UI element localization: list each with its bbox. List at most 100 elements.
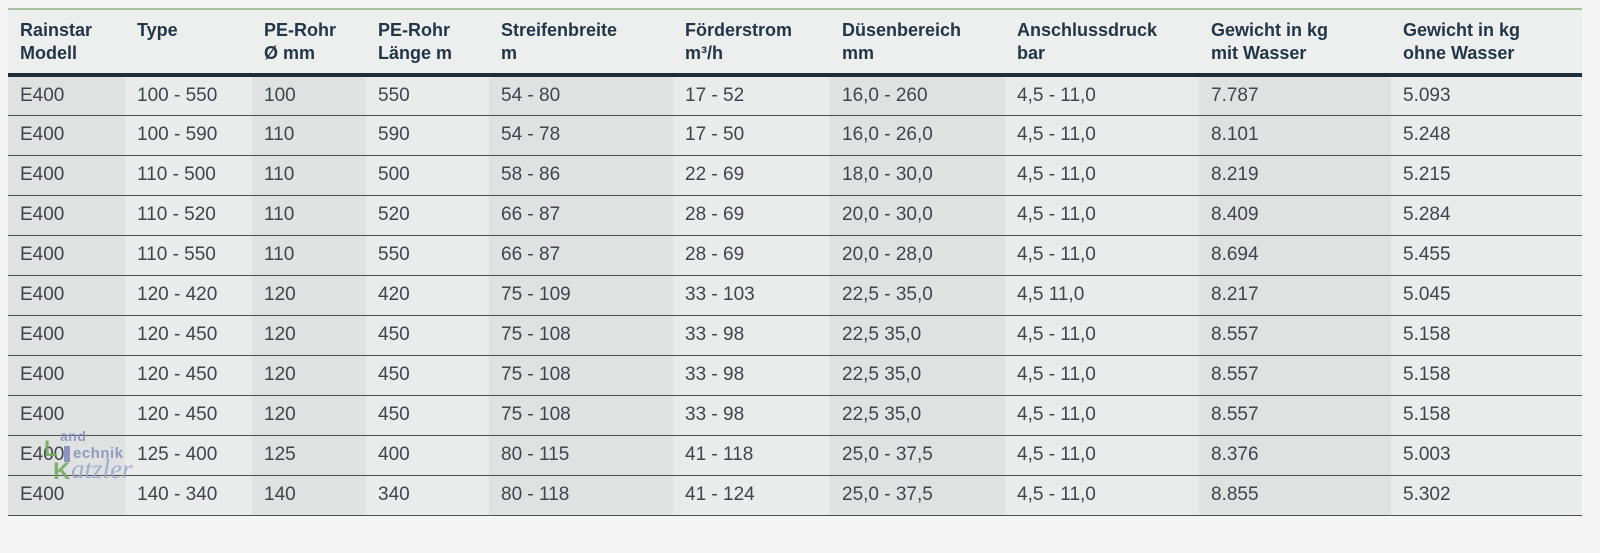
table-row: E400 125 - 400 125 400 80 - 115 41 - 118 25,0 … xyxy=(8,435,1582,475)
cell-modell: E400 xyxy=(8,395,125,435)
cell-anschlussdruck: 4,5 - 11,0 xyxy=(1005,75,1199,115)
table-row: E400 110 - 500 110 500 58 - 86 22 - 69 18,0 - … xyxy=(8,155,1582,195)
cell-streifenbreite: 80 - 115 xyxy=(489,435,673,475)
cell-gewicht-mit: 7.787 xyxy=(1199,75,1391,115)
cell-pe-rohr-laenge: 500 xyxy=(366,155,489,195)
cell-anschlussdruck: 4,5 - 11,0 xyxy=(1005,115,1199,155)
cell-duesenbereich: 22,5 - 35,0 xyxy=(830,275,1005,315)
cell-pe-rohr-mm: 125 xyxy=(252,435,366,475)
cell-pe-rohr-mm: 140 xyxy=(252,475,366,515)
cell-duesenbereich: 20,0 - 30,0 xyxy=(830,195,1005,235)
col-header-foerderstrom: Förderstrom m³/h xyxy=(673,9,830,75)
cell-modell: E400 xyxy=(8,75,125,115)
cell-modell: E400 xyxy=(8,155,125,195)
cell-pe-rohr-laenge: 550 xyxy=(366,75,489,115)
cell-anschlussdruck: 4,5 - 11,0 xyxy=(1005,195,1199,235)
cell-gewicht-ohne: 5.158 xyxy=(1391,315,1582,355)
table-row: E400 100 - 590 110 590 54 - 78 17 - 50 16,0 - … xyxy=(8,115,1582,155)
cell-duesenbereich: 25,0 - 37,5 xyxy=(830,435,1005,475)
cell-streifenbreite: 75 - 108 xyxy=(489,315,673,355)
cell-modell: E400 xyxy=(8,435,125,475)
cell-modell: E400 xyxy=(8,235,125,275)
cell-pe-rohr-mm: 120 xyxy=(252,275,366,315)
cell-pe-rohr-laenge: 400 xyxy=(366,435,489,475)
cell-streifenbreite: 58 - 86 xyxy=(489,155,673,195)
cell-pe-rohr-laenge: 550 xyxy=(366,235,489,275)
col-header-pe-rohr-durchmesser: PE-Rohr Ø mm xyxy=(252,9,366,75)
cell-modell: E400 xyxy=(8,275,125,315)
cell-type: 110 - 520 xyxy=(125,195,252,235)
cell-pe-rohr-laenge: 420 xyxy=(366,275,489,315)
cell-gewicht-mit: 8.557 xyxy=(1199,395,1391,435)
rainstar-spec-table: Rainstar Modell Type PE-Rohr Ø mm PE-Rohr L… xyxy=(8,8,1582,516)
cell-pe-rohr-laenge: 450 xyxy=(366,315,489,355)
cell-foerderstrom: 41 - 124 xyxy=(673,475,830,515)
cell-foerderstrom: 33 - 98 xyxy=(673,355,830,395)
cell-duesenbereich: 20,0 - 28,0 xyxy=(830,235,1005,275)
cell-foerderstrom: 22 - 69 xyxy=(673,155,830,195)
cell-type: 140 - 340 xyxy=(125,475,252,515)
cell-gewicht-mit: 8.217 xyxy=(1199,275,1391,315)
cell-pe-rohr-laenge: 450 xyxy=(366,355,489,395)
table-row: E400 120 - 450 120 450 75 - 108 33 - 98 22,5 3… xyxy=(8,355,1582,395)
col-header-anschlussdruck: Anschlussdruck bar xyxy=(1005,9,1199,75)
table-row: E400 110 - 520 110 520 66 - 87 28 - 69 20,0 - … xyxy=(8,195,1582,235)
cell-modell: E400 xyxy=(8,195,125,235)
cell-streifenbreite: 75 - 108 xyxy=(489,395,673,435)
cell-pe-rohr-mm: 110 xyxy=(252,195,366,235)
cell-gewicht-ohne: 5.302 xyxy=(1391,475,1582,515)
cell-gewicht-ohne: 5.093 xyxy=(1391,75,1582,115)
cell-foerderstrom: 33 - 103 xyxy=(673,275,830,315)
cell-pe-rohr-mm: 120 xyxy=(252,315,366,355)
cell-modell: E400 xyxy=(8,115,125,155)
cell-streifenbreite: 80 - 118 xyxy=(489,475,673,515)
cell-anschlussdruck: 4,5 - 11,0 xyxy=(1005,395,1199,435)
cell-type: 100 - 590 xyxy=(125,115,252,155)
col-header-rainstar-modell: Rainstar Modell xyxy=(8,9,125,75)
cell-gewicht-mit: 8.101 xyxy=(1199,115,1391,155)
cell-foerderstrom: 33 - 98 xyxy=(673,395,830,435)
cell-streifenbreite: 54 - 80 xyxy=(489,75,673,115)
cell-modell: E400 xyxy=(8,355,125,395)
cell-modell: E400 xyxy=(8,475,125,515)
cell-gewicht-ohne: 5.248 xyxy=(1391,115,1582,155)
cell-gewicht-ohne: 5.215 xyxy=(1391,155,1582,195)
cell-gewicht-mit: 8.219 xyxy=(1199,155,1391,195)
cell-foerderstrom: 41 - 118 xyxy=(673,435,830,475)
cell-type: 120 - 420 xyxy=(125,275,252,315)
col-header-pe-rohr-laenge: PE-Rohr Länge m xyxy=(366,9,489,75)
cell-duesenbereich: 16,0 - 260 xyxy=(830,75,1005,115)
cell-gewicht-mit: 8.557 xyxy=(1199,355,1391,395)
cell-pe-rohr-mm: 100 xyxy=(252,75,366,115)
cell-type: 125 - 400 xyxy=(125,435,252,475)
table-row: E400 120 - 420 120 420 75 - 109 33 - 103 22,5 … xyxy=(8,275,1582,315)
col-header-type: Type xyxy=(125,9,252,75)
cell-type: 100 - 550 xyxy=(125,75,252,115)
cell-duesenbereich: 25,0 - 37,5 xyxy=(830,475,1005,515)
table-body: E400 100 - 550 100 550 54 - 80 17 - 52 16,0 - … xyxy=(8,75,1582,515)
cell-duesenbereich: 22,5 35,0 xyxy=(830,395,1005,435)
cell-pe-rohr-mm: 120 xyxy=(252,395,366,435)
table-row: E400 140 - 340 140 340 80 - 118 41 - 124 25,0 … xyxy=(8,475,1582,515)
cell-pe-rohr-laenge: 520 xyxy=(366,195,489,235)
cell-type: 110 - 550 xyxy=(125,235,252,275)
cell-gewicht-ohne: 5.158 xyxy=(1391,395,1582,435)
cell-anschlussdruck: 4,5 - 11,0 xyxy=(1005,315,1199,355)
table-row: E400 120 - 450 120 450 75 - 108 33 - 98 22,5 3… xyxy=(8,315,1582,355)
cell-gewicht-ohne: 5.045 xyxy=(1391,275,1582,315)
table-row: E400 110 - 550 110 550 66 - 87 28 - 69 20,0 - … xyxy=(8,235,1582,275)
cell-foerderstrom: 33 - 98 xyxy=(673,315,830,355)
cell-pe-rohr-mm: 120 xyxy=(252,355,366,395)
cell-foerderstrom: 28 - 69 xyxy=(673,235,830,275)
cell-streifenbreite: 54 - 78 xyxy=(489,115,673,155)
cell-gewicht-mit: 8.409 xyxy=(1199,195,1391,235)
cell-streifenbreite: 75 - 109 xyxy=(489,275,673,315)
cell-pe-rohr-mm: 110 xyxy=(252,235,366,275)
cell-type: 110 - 500 xyxy=(125,155,252,195)
cell-pe-rohr-mm: 110 xyxy=(252,115,366,155)
cell-gewicht-ohne: 5.158 xyxy=(1391,355,1582,395)
cell-streifenbreite: 75 - 108 xyxy=(489,355,673,395)
cell-anschlussdruck: 4,5 - 11,0 xyxy=(1005,435,1199,475)
cell-anschlussdruck: 4,5 - 11,0 xyxy=(1005,155,1199,195)
table-row: E400 100 - 550 100 550 54 - 80 17 - 52 16,0 - … xyxy=(8,75,1582,115)
